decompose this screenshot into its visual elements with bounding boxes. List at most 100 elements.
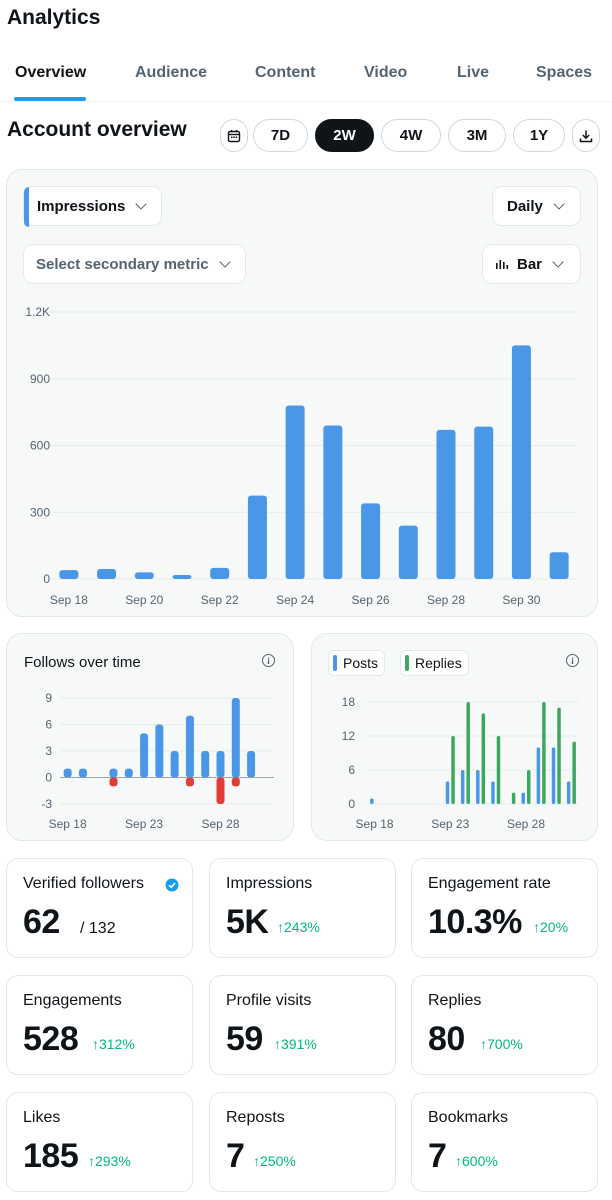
download-button[interactable] bbox=[572, 119, 600, 152]
y-tick-label: 3 bbox=[45, 744, 52, 758]
stat-label: Verified followers bbox=[23, 875, 144, 892]
range-2w[interactable]: 2W bbox=[315, 119, 374, 152]
unfollows-bar bbox=[216, 777, 225, 804]
tab-audience[interactable]: Audience bbox=[135, 64, 208, 81]
unfollows-bar bbox=[231, 777, 240, 787]
arrow-up-icon: ↑ bbox=[88, 1153, 95, 1169]
impressions-bar bbox=[210, 567, 230, 579]
chart-type-label: Bar bbox=[517, 255, 543, 273]
posts-bar bbox=[536, 747, 541, 804]
stat-label: Replies bbox=[428, 992, 482, 1009]
chart-type-select[interactable]: Bar bbox=[482, 244, 581, 284]
impressions-bar bbox=[361, 503, 381, 579]
posts-bar bbox=[491, 781, 495, 804]
posts-replies-chart: 0 6 12 18 Sep 18 Sep 23 Sep 28 bbox=[342, 695, 579, 831]
stat-value: 62 bbox=[23, 903, 60, 941]
posts-bar bbox=[460, 770, 465, 804]
posts-bar bbox=[566, 781, 571, 804]
chevron-down-icon bbox=[552, 255, 564, 268]
arrow-up-icon: ↑ bbox=[533, 919, 540, 935]
stat-card-bookmarks: Bookmarks 7 ↑600% bbox=[411, 1092, 598, 1192]
stat-card-verified-followers: Verified followers 62 / 132 bbox=[6, 858, 193, 958]
y-tick-label: 0 bbox=[45, 771, 52, 785]
follows-bar bbox=[155, 724, 164, 778]
stat-delta: ↑700% bbox=[480, 1036, 523, 1052]
posts-bar bbox=[551, 747, 556, 804]
stat-card-impressions: Impressions 5K ↑243% bbox=[209, 858, 396, 958]
stat-value: 7 bbox=[226, 1137, 245, 1175]
info-icon[interactable]: i bbox=[566, 654, 579, 667]
y-tick-label: 600 bbox=[30, 439, 50, 453]
follows-card-title: Follows over time bbox=[24, 654, 141, 671]
stat-card-likes: Likes 185 ↑293% bbox=[6, 1092, 193, 1192]
stat-label: Bookmarks bbox=[428, 1109, 509, 1126]
replies-bar bbox=[511, 792, 516, 804]
bar-chart-icon bbox=[496, 260, 509, 269]
x-tick-label: Sep 28 bbox=[201, 817, 239, 831]
stat-delta: ↑600% bbox=[455, 1153, 498, 1169]
impressions-bar bbox=[436, 429, 456, 579]
calendar-button[interactable] bbox=[220, 119, 248, 152]
x-tick-label: Sep 28 bbox=[427, 593, 465, 607]
follows-bar bbox=[185, 715, 194, 778]
stat-value: 185 bbox=[23, 1137, 79, 1175]
x-tick-label: Sep 23 bbox=[431, 817, 469, 831]
secondary-metric-select[interactable]: Select secondary metric bbox=[23, 244, 246, 284]
tab-content[interactable]: Content bbox=[255, 64, 316, 81]
primary-metric-select[interactable]: Impressions bbox=[23, 186, 162, 227]
posts-bar bbox=[370, 798, 374, 804]
x-tick-label: Sep 26 bbox=[352, 593, 390, 607]
x-tick-label: Sep 30 bbox=[502, 593, 540, 607]
stat-value: 80 bbox=[428, 1020, 465, 1058]
follows-chart: -3 0 3 6 9 Sep 18 Sep 23 Sep 28 bbox=[41, 691, 274, 831]
legend-replies[interactable]: Replies bbox=[400, 650, 469, 676]
unfollows-bar bbox=[109, 777, 118, 787]
y-tick-label: 0 bbox=[348, 797, 355, 811]
stat-label: Reposts bbox=[226, 1109, 285, 1126]
tab-live[interactable]: Live bbox=[457, 64, 490, 81]
tab-bar: Overview Audience Content Video Live Spa… bbox=[0, 52, 612, 102]
stat-value: 10.3% bbox=[428, 903, 522, 941]
interval-select[interactable]: Daily bbox=[492, 186, 581, 226]
unfollows-bar bbox=[185, 777, 194, 787]
stat-card-engagements: Engagements 528 ↑312% bbox=[6, 975, 193, 1075]
stat-label: Profile visits bbox=[226, 992, 312, 1009]
legend-posts-label: Posts bbox=[343, 655, 379, 671]
legend-posts[interactable]: Posts bbox=[328, 650, 386, 676]
x-tick-label: Sep 18 bbox=[356, 817, 394, 831]
range-7d[interactable]: 7D bbox=[253, 119, 308, 152]
stat-label: Engagements bbox=[23, 992, 122, 1009]
chevron-down-icon bbox=[135, 197, 148, 210]
tab-video[interactable]: Video bbox=[364, 64, 408, 81]
follows-bar bbox=[247, 751, 256, 778]
x-tick-label: Sep 23 bbox=[125, 817, 163, 831]
legend-replies-label: Replies bbox=[415, 655, 462, 671]
stat-label: Likes bbox=[23, 1109, 61, 1126]
y-tick-label: 0 bbox=[43, 572, 50, 586]
tab-overview[interactable]: Overview bbox=[15, 64, 87, 81]
calendar-icon bbox=[227, 129, 241, 142]
stat-card-profile-visits: Profile visits 59 ↑391% bbox=[209, 975, 396, 1075]
stat-value: 59 bbox=[226, 1020, 263, 1058]
stat-delta: ↑243% bbox=[277, 919, 320, 935]
replies-bar bbox=[572, 741, 576, 804]
range-3m[interactable]: 3M bbox=[448, 119, 506, 152]
follows-bar bbox=[201, 751, 210, 778]
range-1y[interactable]: 1Y bbox=[513, 119, 565, 152]
follows-bar bbox=[78, 768, 87, 778]
download-icon bbox=[579, 130, 593, 142]
range-4w[interactable]: 4W bbox=[381, 119, 441, 152]
impressions-bar bbox=[59, 570, 79, 579]
replies-bar bbox=[527, 770, 531, 804]
x-tick-label: Sep 20 bbox=[125, 593, 163, 607]
impressions-bar bbox=[474, 426, 494, 579]
tab-spaces[interactable]: Spaces bbox=[536, 64, 593, 81]
info-icon[interactable]: i bbox=[262, 654, 275, 667]
x-tick-label: Sep 18 bbox=[50, 593, 88, 607]
arrow-up-icon: ↑ bbox=[92, 1036, 99, 1052]
impressions-bar bbox=[398, 525, 418, 579]
posts-bar bbox=[521, 792, 525, 804]
stat-delta: ↑20% bbox=[533, 919, 569, 935]
follows-bar bbox=[63, 768, 72, 778]
arrow-up-icon: ↑ bbox=[480, 1036, 487, 1052]
